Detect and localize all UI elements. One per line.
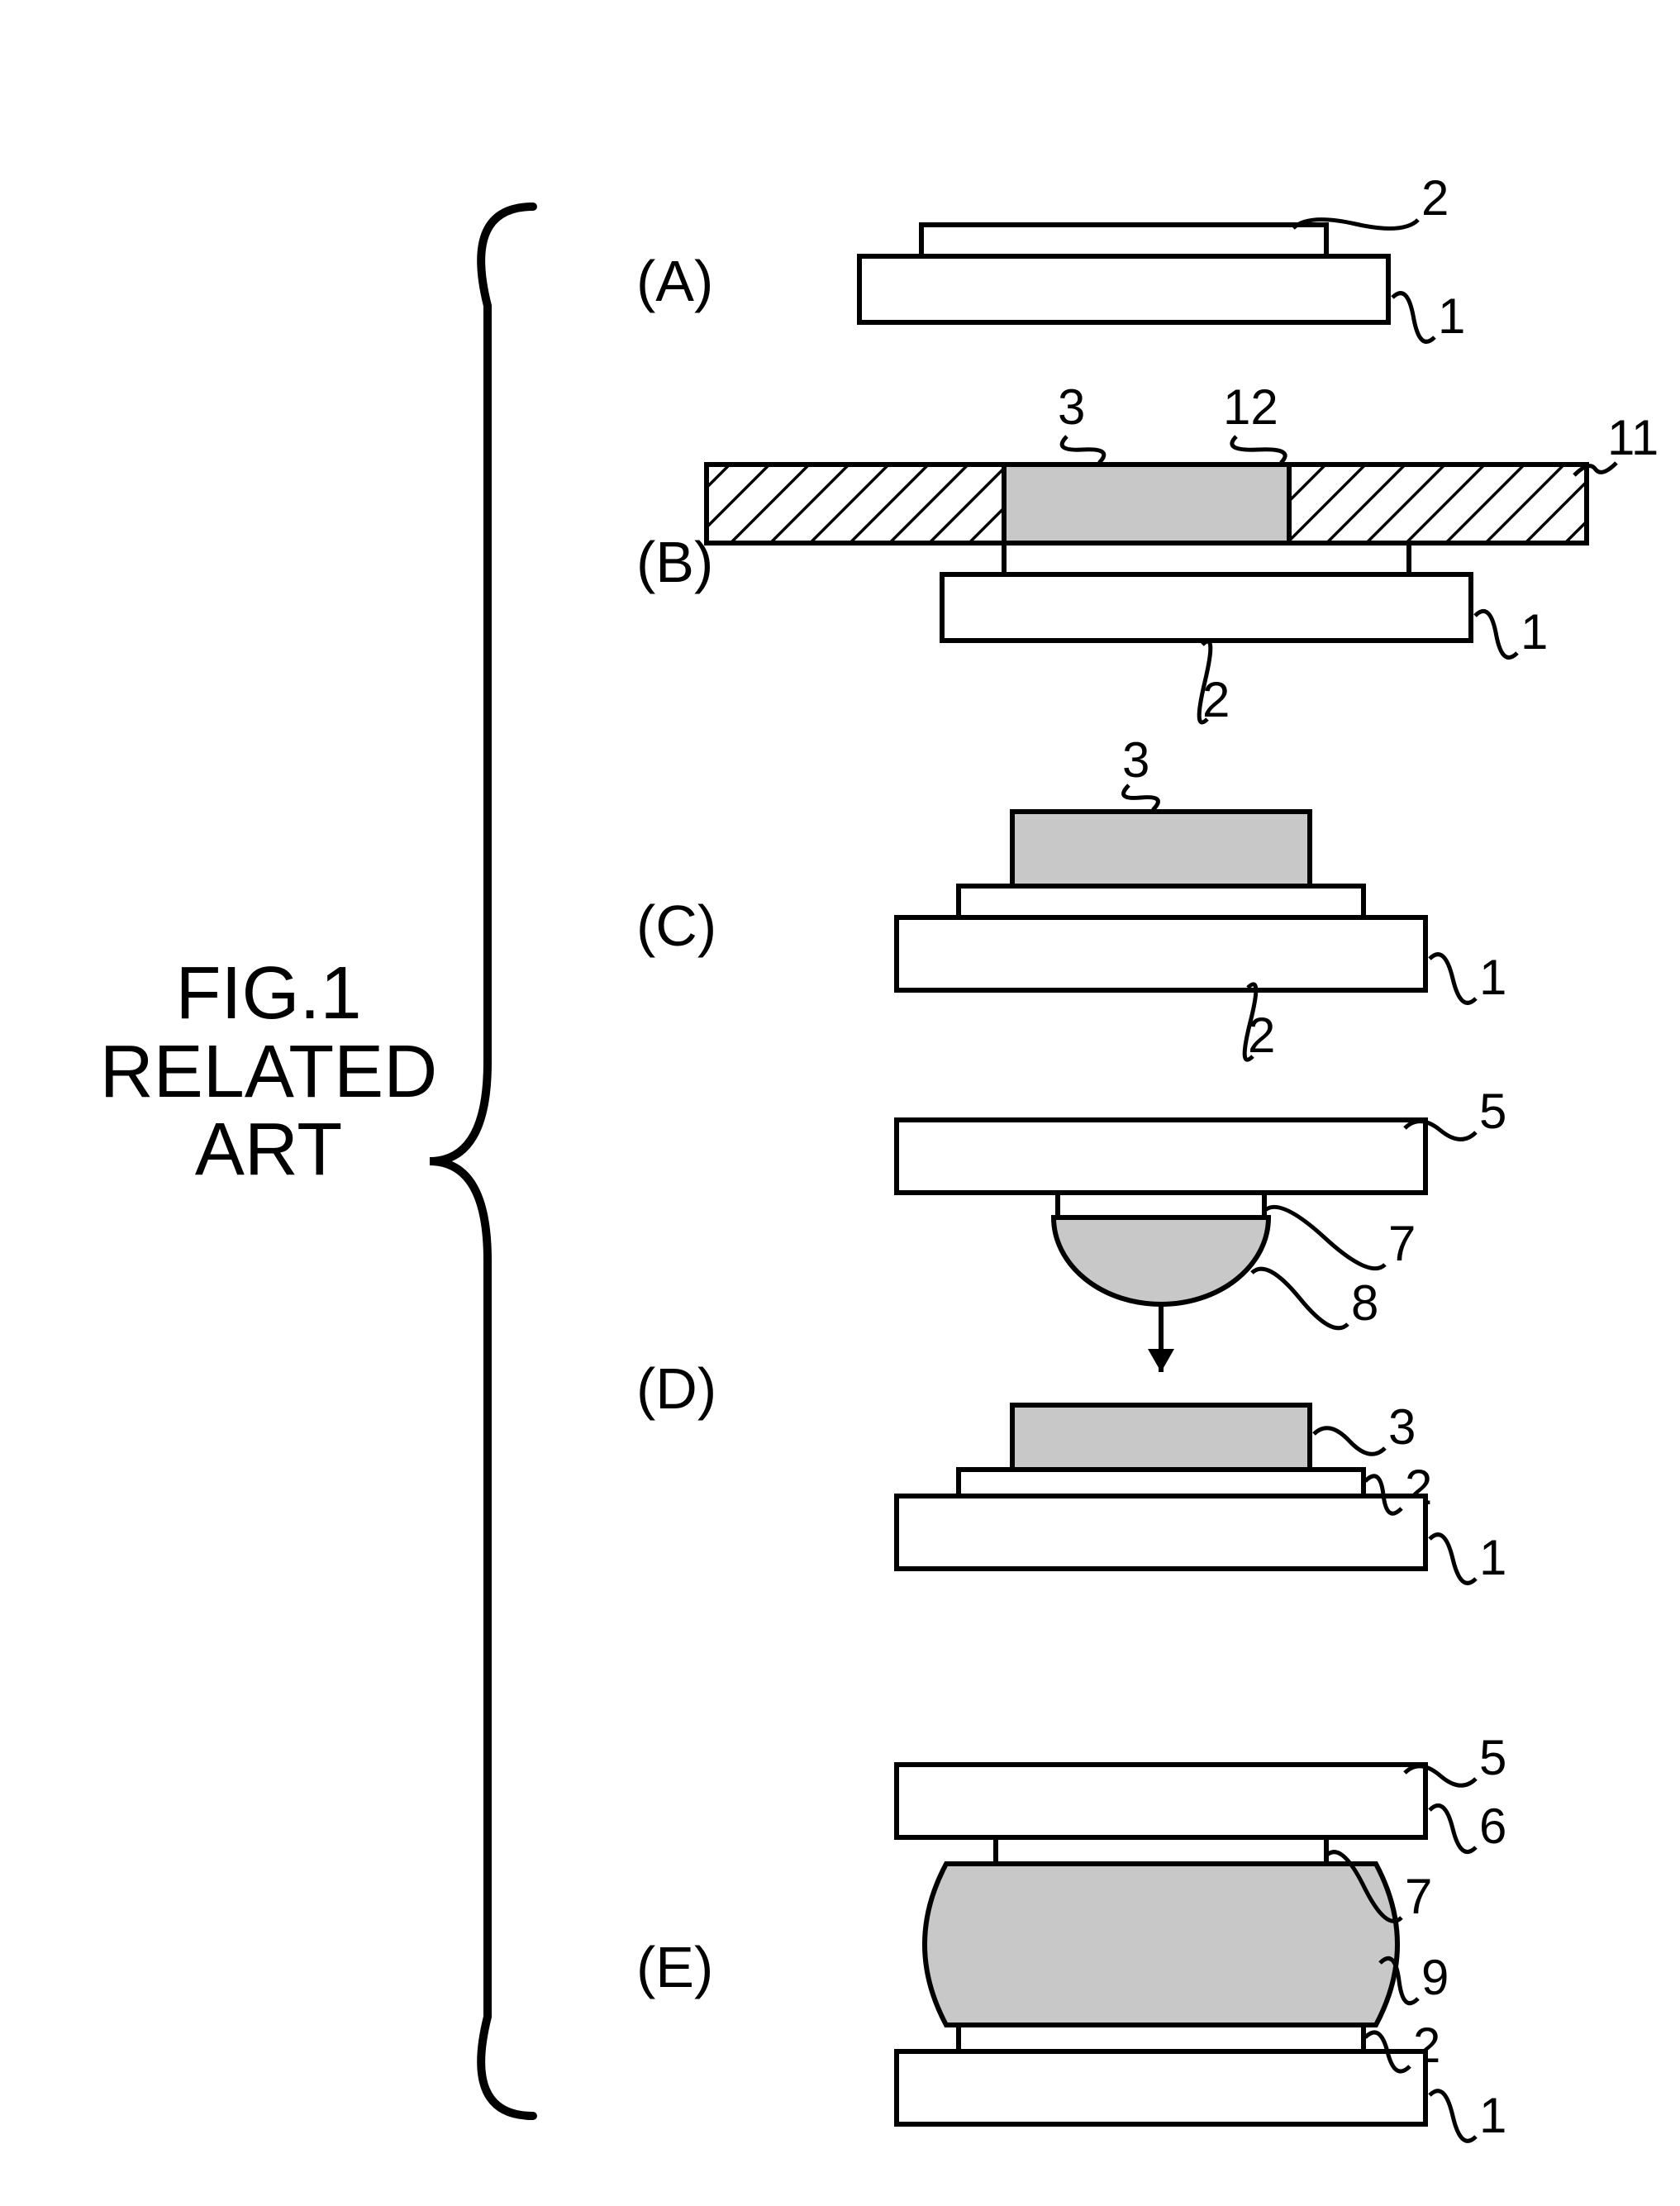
figure-svg	[0, 0, 1680, 2206]
